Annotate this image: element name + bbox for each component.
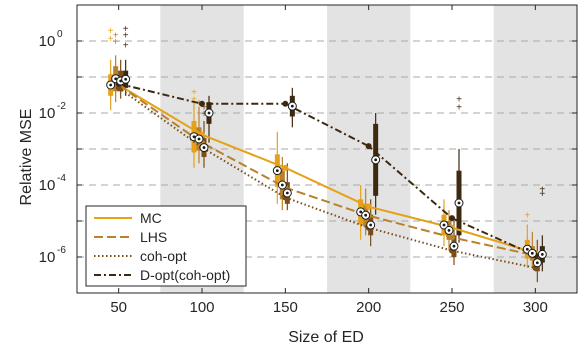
- box-median-dot: [442, 223, 446, 227]
- box-median-dot: [452, 244, 456, 248]
- box-median-dot: [535, 261, 539, 265]
- series-lines: [106, 74, 547, 271]
- outlier-mark: +: [539, 184, 545, 195]
- y-tick-label: 10: [39, 105, 56, 122]
- outlier-mark: +: [108, 26, 114, 37]
- y-tick-exponent: -6: [57, 245, 66, 256]
- box-median-dot: [525, 247, 529, 251]
- box-median-dot: [530, 251, 534, 255]
- outlier-mark: +: [524, 211, 530, 222]
- series-line-LHS: [118, 84, 536, 257]
- legend-label: MC: [140, 210, 162, 226]
- legend-label: LHS: [140, 229, 167, 245]
- series-point: [282, 164, 289, 171]
- outlier-mark: +: [191, 87, 197, 98]
- y-tick-label: 10: [39, 177, 56, 194]
- box-median-dot: [207, 111, 211, 115]
- x-tick-label: 250: [439, 299, 464, 316]
- series-point: [365, 203, 372, 210]
- outlier-mark: +: [274, 151, 280, 162]
- outlier-mark: +: [201, 109, 207, 120]
- legend: MC LHS coh-opt D-opt(coh-opt): [85, 205, 247, 287]
- box-median-dot: [124, 77, 128, 81]
- x-tick-label: 150: [273, 299, 298, 316]
- series-point: [199, 100, 205, 107]
- series-line-D-opt(coh-opt): [118, 82, 536, 257]
- box-median-dot: [540, 252, 544, 256]
- series-line-MC: [118, 84, 536, 254]
- x-tick-label: 50: [110, 299, 127, 316]
- outlier-mark: +: [113, 31, 119, 42]
- outlier-mark: +: [108, 34, 114, 45]
- outlier-mark: +: [201, 103, 207, 114]
- box-median-dot: [275, 169, 279, 173]
- x-tick-label: 100: [189, 299, 214, 316]
- legend-box: [85, 205, 247, 287]
- box-median-dot: [447, 229, 451, 232]
- box-median-dot: [457, 201, 461, 205]
- box-median-dot: [114, 77, 118, 81]
- x-axis-label: Size of ED: [288, 329, 364, 346]
- series-point: [449, 215, 455, 222]
- y-tick-exponent: -2: [57, 101, 66, 112]
- y-axis-label: Relative MSE: [18, 109, 35, 206]
- legend-label: D-opt(coh-opt): [140, 267, 230, 283]
- outlier-mark: +: [123, 24, 129, 35]
- outlier-mark: +: [191, 95, 197, 106]
- box-median-dot: [369, 223, 373, 227]
- outlier-mark: +: [123, 40, 129, 51]
- box-median-dot: [285, 191, 289, 195]
- outlier-mark: +: [456, 103, 462, 114]
- outlier-mark: +: [274, 156, 280, 167]
- box-median-dot: [290, 104, 294, 108]
- box-median-dot: [109, 83, 113, 87]
- y-tick-label: 10: [39, 33, 56, 50]
- series-point: [365, 143, 372, 150]
- y-tick-exponent: -4: [57, 173, 66, 184]
- box-median-dot: [364, 213, 368, 217]
- box-median-dot: [280, 183, 284, 187]
- x-tick-label: 200: [356, 299, 381, 316]
- box-median-dot: [192, 135, 196, 139]
- outlier-mark: +: [113, 37, 119, 48]
- outlier-mark: +: [539, 189, 545, 200]
- series-line-coh-opt: [118, 87, 536, 269]
- box-median-dot: [202, 146, 206, 149]
- series-point: [449, 234, 455, 241]
- box-median-dot: [374, 158, 378, 162]
- x-tick-label: 300: [523, 299, 548, 316]
- box-median-dot: [197, 137, 201, 141]
- series-point: [115, 84, 122, 91]
- legend-label: coh-opt: [140, 248, 187, 264]
- box-median-dot: [359, 210, 363, 214]
- outlier-mark: +: [456, 95, 462, 106]
- y-tick-label: 10: [39, 249, 56, 266]
- series-point: [282, 100, 289, 107]
- outlier-mark: +: [123, 31, 129, 42]
- y-tick-exponent: 0: [57, 29, 63, 40]
